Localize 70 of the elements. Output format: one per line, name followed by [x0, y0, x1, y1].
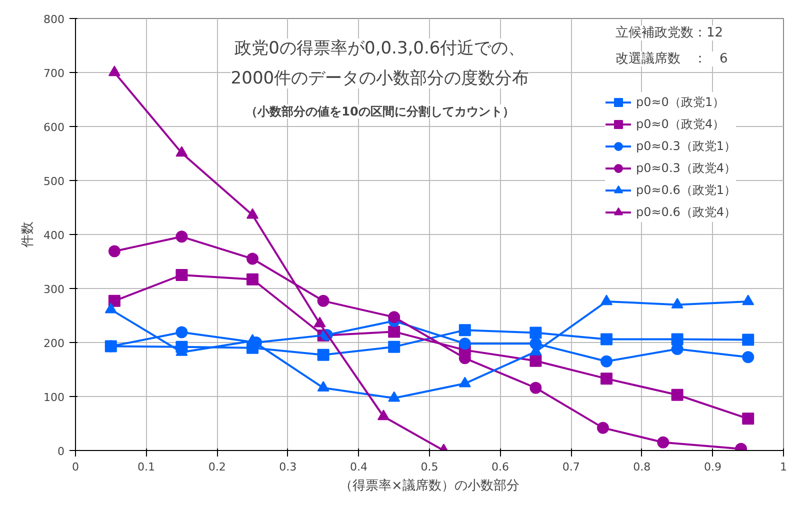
- x-axis-title: （得票率×議席数）の小数部分: [340, 478, 520, 494]
- point: [388, 311, 400, 324]
- point: [246, 252, 258, 265]
- point: [458, 376, 471, 388]
- point: [377, 410, 390, 420]
- x-tick-label: 0.4: [350, 460, 368, 474]
- point: [176, 230, 188, 243]
- point: [388, 391, 400, 402]
- y-tick-label: 0: [58, 445, 64, 458]
- annotation: 立候補政党数：12: [616, 24, 724, 40]
- point: [176, 269, 188, 281]
- point: [742, 351, 754, 364]
- x-tick-label: 0.7: [562, 460, 580, 474]
- legend-label: p0≈0（政党4）: [636, 116, 725, 132]
- x-tick-label: 0.5: [420, 460, 438, 474]
- point: [458, 338, 471, 350]
- legend-label: p0≈0（政党1）: [636, 94, 725, 110]
- x-tick-label: 0.1: [138, 460, 156, 474]
- text: 政党0の得票率が0,0.3,0.6付近での、 2000件のデータの小数部分の度数分布: [230, 38, 530, 88]
- point: [108, 294, 120, 307]
- point: [388, 340, 400, 353]
- annotation: 改選議席数 ： 6: [616, 50, 728, 66]
- point: [742, 334, 754, 346]
- point: [458, 324, 471, 336]
- point: [317, 348, 330, 361]
- x-tick-label: 1: [780, 460, 787, 474]
- x-tick-label: 0.9: [704, 460, 722, 474]
- y-axis-title: 件数: [20, 222, 36, 248]
- x-tick-label: 0.6: [492, 460, 510, 474]
- y-tick-label: 500: [44, 175, 65, 188]
- point: [530, 354, 542, 367]
- y-tick-label: 700: [44, 67, 65, 80]
- point: [596, 422, 609, 434]
- y-tick-label: 100: [44, 391, 65, 404]
- point: [600, 355, 612, 368]
- point: [176, 326, 188, 338]
- legend-label: p0≈0.6（政党4）: [636, 204, 736, 220]
- point: [108, 66, 120, 76]
- point: [600, 333, 612, 346]
- legend-label: p0≈0.3（政党4）: [636, 160, 736, 176]
- x-tick-label: 0.2: [208, 460, 226, 474]
- point: [600, 294, 612, 306]
- point: [246, 208, 258, 219]
- point: [742, 412, 754, 425]
- text: （小数部分の値を10の区間に分割してカウント）: [246, 104, 514, 118]
- point: [317, 294, 330, 307]
- x-tick-label: 0.3: [279, 460, 297, 474]
- y-tick-label: 200: [44, 337, 65, 350]
- point: [104, 302, 117, 314]
- point: [317, 381, 330, 392]
- legend-label: p0≈0.3（政党1）: [636, 138, 736, 154]
- point: [246, 273, 258, 286]
- y-tick-label: 600: [44, 121, 65, 134]
- legend-label: p0≈0.6（政党1）: [636, 182, 736, 198]
- y-tick-label: 800: [44, 13, 65, 26]
- point: [108, 245, 120, 258]
- point: [530, 382, 542, 394]
- point: [314, 316, 326, 328]
- point: [671, 388, 684, 401]
- point: [657, 436, 670, 448]
- point: [176, 146, 188, 157]
- point: [530, 326, 542, 339]
- x-tick-label: 0: [72, 460, 79, 474]
- point: [600, 372, 612, 385]
- point: [742, 294, 754, 306]
- y-tick-label: 400: [44, 229, 65, 242]
- point: [671, 298, 684, 308]
- y-tick-label: 300: [44, 283, 65, 296]
- x-tick-label: 0.8: [633, 460, 651, 474]
- point: [388, 326, 400, 338]
